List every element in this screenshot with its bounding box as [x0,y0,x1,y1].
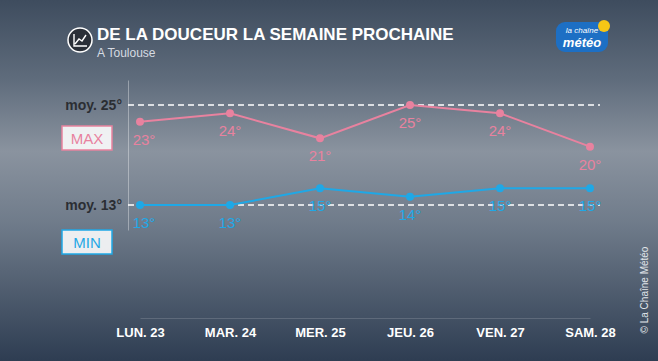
logo: la chaînemétéo [556,20,610,52]
x-tick: MAR. 24 [205,318,257,340]
series-line [140,188,590,205]
background [0,0,658,361]
point [136,118,144,126]
series-badge: MAX [62,126,112,150]
point [496,184,504,192]
x-tick-label: VEN. 27 [476,325,524,340]
y-tick-label: moy. 25° [65,97,122,113]
series-line [140,105,590,147]
logo-text: météo [563,35,601,50]
x-tick-label: SAM. 28 [565,325,616,340]
data-label: 24° [219,122,242,139]
point [226,109,234,117]
credit: © La Chaîne Météo [639,246,650,333]
point [586,143,594,151]
series-name: MAX [71,130,104,147]
series-badge-box [62,126,112,150]
point [496,109,504,117]
logo-text: la chaîne [566,26,599,35]
series-badge-box [62,230,112,254]
y-tick-label: moy. 13° [65,197,122,213]
point [586,184,594,192]
grid [128,105,600,205]
series-name: MIN [73,234,101,251]
logo-sun [598,20,610,32]
point [316,134,324,142]
grid-line [128,104,600,106]
icon-glyph [74,34,87,46]
x-tick: VEN. 27 [476,318,524,340]
y-tick: moy. 25° [65,97,128,113]
point [136,201,144,209]
data-label: 20° [579,156,602,173]
x-tick: SAM. 28 [565,318,616,340]
icon-circle [68,28,92,52]
point [316,184,324,192]
labels: 23° 24° 21° 25° 24° 20° 13° 13° 15° 14° 15° 15° [133,114,602,231]
y-tick: moy. 13° [65,197,128,213]
data-label: 25° [399,114,422,131]
point [406,193,414,201]
x-axis: LUN. 23 MAR. 24 MER. 25 JEU. 26 VEN. 27 SAM. … [116,318,615,340]
subtitle: A Toulouse [97,46,156,60]
title-icon [68,28,92,52]
data-label: 24° [489,122,512,139]
x-tick: MER. 25 [295,318,346,340]
x-tick-label: MAR. 24 [205,325,257,340]
title: DE LA DOUCEUR LA SEMAINE PROCHAINE [97,25,454,44]
data-label: 21° [309,147,332,164]
chart: DE LA DOUCEUR LA SEMAINE PROCHAINE A Toul… [0,0,658,361]
x-tick: LUN. 23 [116,318,164,340]
data-label: 23° [133,131,156,148]
x-tick-label: JEU. 26 [387,325,434,340]
data-label: 15° [309,197,332,214]
plot-area [136,101,594,209]
data-label: 13° [219,214,242,231]
x-tick: JEU. 26 [387,318,434,340]
data-label: 15° [579,197,602,214]
series-badge: MIN [62,230,112,254]
x-axis-line [141,318,591,319]
y-axis-line [128,81,129,231]
point [226,201,234,209]
y-axis: moy. 13° moy. 25° [65,81,128,231]
data-label: 13° [133,214,156,231]
data-label: 15° [489,197,512,214]
x-tick-label: LUN. 23 [116,325,164,340]
data-label: 14° [399,206,422,223]
x-tick-label: MER. 25 [295,325,346,340]
point [406,101,414,109]
